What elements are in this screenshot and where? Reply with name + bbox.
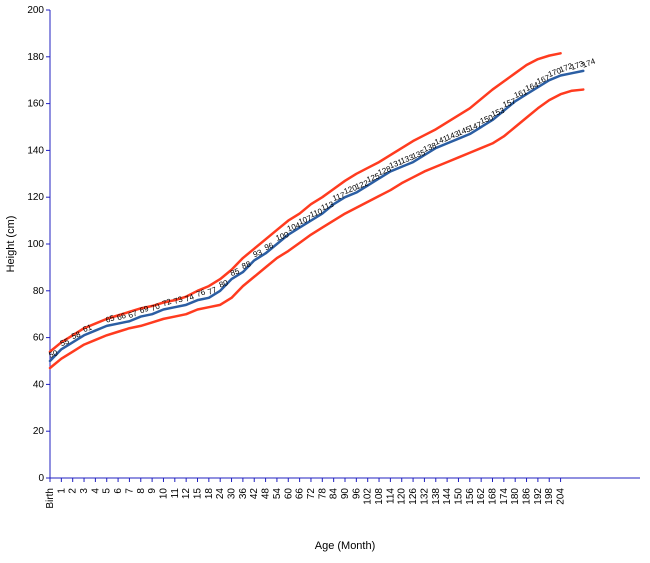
x-tick-label: 126	[408, 488, 419, 505]
x-tick-label: 180	[510, 488, 521, 505]
y-axis-title: Height (cm)	[5, 216, 17, 273]
x-tick-label: 4	[90, 488, 101, 494]
x-tick-label: 6	[113, 488, 124, 494]
x-tick-label: 2	[68, 488, 79, 494]
x-tick-label: 168	[488, 488, 499, 505]
x-tick-label: 1	[56, 488, 67, 494]
x-tick-label: 30	[227, 488, 238, 500]
x-tick-label: 132	[419, 488, 430, 505]
y-tick-label: 40	[33, 379, 45, 390]
y-tick-label: 0	[38, 473, 44, 484]
x-tick-label: 174	[499, 488, 510, 505]
x-tick-label: 54	[272, 488, 283, 500]
x-tick-label: 156	[465, 488, 476, 505]
chart-svg: 020406080100120140160180200Height (cm)Bi…	[0, 0, 650, 563]
y-tick-label: 60	[33, 333, 45, 344]
x-tick-label: 120	[397, 488, 408, 505]
x-tick-label: 24	[215, 488, 226, 500]
x-tick-label: 66	[295, 488, 306, 500]
x-tick-label: 10	[158, 488, 169, 500]
y-tick-label: 160	[27, 99, 44, 110]
x-tick-label: 204	[556, 488, 567, 505]
x-tick-label: 150	[453, 488, 464, 505]
x-tick-label: 186	[522, 488, 533, 505]
point-label: 88	[240, 259, 252, 271]
x-tick-label: 78	[317, 488, 328, 500]
x-tick-label: 138	[431, 488, 442, 505]
y-tick-label: 140	[27, 145, 44, 156]
y-tick-label: 20	[33, 426, 45, 437]
x-tick-label: 5	[102, 488, 113, 494]
x-tick-label: 36	[238, 488, 249, 500]
point-label: 174	[581, 57, 597, 70]
x-tick-label: 3	[79, 488, 90, 494]
x-tick-label: 114	[385, 488, 396, 504]
x-tick-label: 12	[181, 488, 192, 500]
x-tick-label: 7	[124, 488, 135, 494]
x-tick-label: 42	[249, 488, 260, 500]
growth-chart: 020406080100120140160180200Height (cm)Bi…	[0, 0, 650, 563]
y-tick-label: 180	[27, 52, 44, 63]
series-upper	[50, 53, 561, 351]
series-lower	[50, 90, 583, 368]
x-tick-label: 102	[363, 488, 374, 505]
x-tick-label: 108	[374, 488, 385, 505]
x-tick-label: 15	[193, 488, 204, 500]
x-tick-label: 96	[351, 488, 362, 500]
x-tick-label: 11	[170, 488, 181, 499]
y-tick-label: 120	[27, 192, 44, 203]
x-tick-label: 18	[204, 488, 215, 500]
point-label: 96	[263, 241, 275, 253]
y-tick-label: 100	[27, 239, 44, 250]
x-tick-label: 192	[533, 488, 544, 505]
point-label: 80	[218, 278, 230, 290]
point-label: 50	[48, 348, 60, 360]
x-tick-label: 72	[306, 488, 317, 500]
y-tick-label: 80	[33, 286, 45, 297]
x-tick-label: 9	[147, 488, 158, 494]
y-tick-label: 200	[27, 5, 44, 16]
x-tick-label: 60	[283, 488, 294, 500]
x-tick-label: 90	[340, 488, 351, 500]
x-tick-label: Birth	[45, 488, 56, 509]
point-label: 77	[206, 285, 218, 297]
x-tick-label: 84	[329, 488, 340, 500]
x-tick-label: 8	[136, 488, 147, 494]
x-axis-title: Age (Month)	[315, 540, 376, 552]
x-tick-label: 144	[442, 488, 453, 505]
x-tick-label: 198	[544, 488, 555, 505]
point-label: 85	[229, 266, 241, 278]
x-tick-label: 162	[476, 488, 487, 505]
point-label: 93	[252, 248, 264, 260]
x-tick-label: 48	[261, 488, 272, 500]
